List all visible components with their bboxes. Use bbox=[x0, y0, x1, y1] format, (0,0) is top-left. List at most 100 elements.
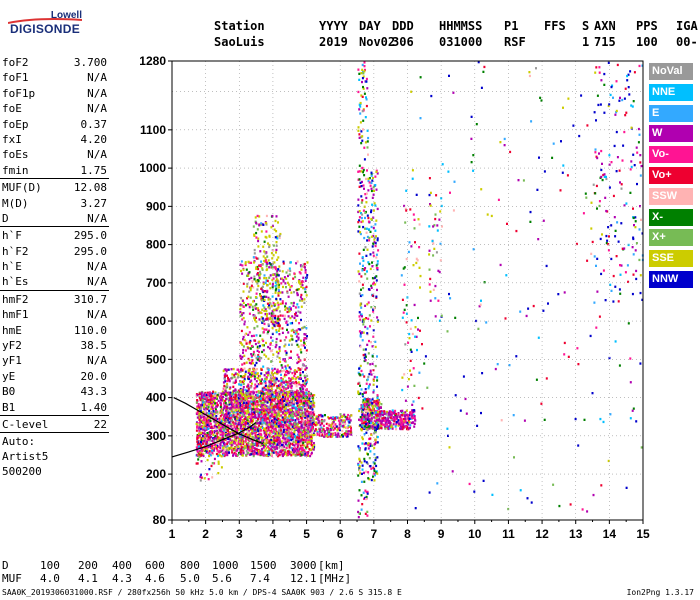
echo-dot bbox=[198, 429, 201, 432]
echo-dot bbox=[201, 442, 204, 446]
echo-dot bbox=[275, 378, 278, 381]
echo-dot bbox=[238, 419, 241, 422]
echo-dot bbox=[241, 363, 244, 366]
echo-dot bbox=[318, 428, 321, 431]
echo-dot bbox=[278, 386, 281, 390]
echo-dot bbox=[213, 397, 216, 400]
echo-dot bbox=[302, 421, 305, 424]
echo-dot bbox=[271, 445, 274, 449]
echo-dot bbox=[244, 349, 247, 352]
echo-dot bbox=[315, 421, 318, 424]
echo-dot bbox=[260, 401, 263, 405]
echo-dot bbox=[249, 289, 252, 292]
echo-dot bbox=[197, 445, 200, 448]
echo-dot bbox=[302, 344, 305, 347]
echo-dot bbox=[289, 403, 292, 406]
echo-dot bbox=[261, 285, 264, 288]
echo-dot bbox=[258, 344, 261, 348]
echo-dot bbox=[224, 408, 227, 411]
echo-dot bbox=[282, 443, 285, 447]
echo-dot bbox=[235, 419, 238, 422]
echo-dot bbox=[284, 314, 286, 317]
echo-dot bbox=[250, 445, 253, 448]
echo-dot bbox=[248, 453, 251, 456]
echo-dot bbox=[255, 257, 258, 260]
echo-dot bbox=[377, 407, 380, 410]
echo-dot bbox=[267, 242, 269, 245]
echo-dot bbox=[282, 396, 284, 399]
echo-dot bbox=[263, 353, 266, 356]
echo-dot bbox=[285, 286, 287, 289]
echo-dot bbox=[239, 442, 242, 445]
echo-dot bbox=[259, 413, 262, 416]
echo-dot bbox=[299, 440, 302, 443]
echo-dot bbox=[239, 448, 242, 451]
echo-dot bbox=[256, 393, 259, 396]
echo-dot bbox=[240, 440, 243, 443]
echo-dot bbox=[302, 402, 305, 405]
echo-dot bbox=[261, 263, 264, 266]
echo-dot bbox=[282, 387, 285, 390]
echo-dot bbox=[236, 427, 239, 430]
echo-dot bbox=[211, 429, 213, 432]
echo-dot bbox=[333, 427, 336, 430]
echo-dot bbox=[255, 422, 257, 425]
echo-dot bbox=[396, 415, 399, 418]
echo-dot bbox=[310, 439, 313, 442]
echo-dot bbox=[202, 401, 205, 404]
echo-dot bbox=[263, 277, 266, 280]
echo-dot bbox=[307, 430, 310, 433]
echo-dot bbox=[278, 390, 281, 394]
echo-dot bbox=[273, 410, 276, 413]
echo-dot bbox=[265, 408, 268, 411]
echo-dot bbox=[299, 415, 302, 418]
echo-dot bbox=[305, 388, 308, 392]
echo-dot bbox=[289, 367, 292, 371]
echo-dot bbox=[254, 437, 257, 441]
echo-dot bbox=[234, 380, 237, 384]
echo-dot bbox=[213, 449, 215, 452]
echo-dot bbox=[238, 440, 241, 443]
echo-dot bbox=[260, 379, 262, 383]
echo-dot bbox=[326, 432, 328, 436]
echo-dot bbox=[376, 407, 379, 410]
echo-dot bbox=[295, 441, 297, 444]
echo-dot bbox=[284, 343, 287, 346]
echo-dot bbox=[287, 436, 290, 439]
echo-dot bbox=[265, 431, 268, 435]
echo-dot bbox=[271, 439, 274, 442]
echo-dot bbox=[257, 280, 260, 283]
echo-dot bbox=[277, 256, 280, 259]
echo-dot bbox=[209, 439, 212, 442]
echo-dot bbox=[287, 283, 290, 286]
echo-dot bbox=[258, 424, 261, 427]
echo-dot bbox=[283, 389, 286, 393]
echo-dot bbox=[297, 368, 300, 372]
echo-dot bbox=[302, 433, 305, 436]
echo-dot bbox=[241, 415, 243, 418]
echo-dot bbox=[267, 330, 270, 333]
echo-dot bbox=[245, 361, 248, 364]
echo-dot bbox=[262, 394, 265, 397]
echo-dot bbox=[252, 437, 255, 440]
echo-dot bbox=[294, 439, 297, 442]
echo-dot bbox=[301, 280, 304, 283]
echo-dot bbox=[298, 396, 301, 399]
echo-dot bbox=[325, 422, 328, 425]
echo-dot bbox=[295, 329, 298, 332]
echo-dot bbox=[205, 428, 208, 431]
echo-dot bbox=[280, 421, 283, 424]
echo-dot bbox=[309, 407, 312, 410]
echo-dot bbox=[280, 377, 283, 380]
echo-dot bbox=[276, 301, 279, 304]
echo-dot bbox=[234, 379, 237, 382]
echo-dot bbox=[226, 453, 229, 457]
echo-dot bbox=[293, 406, 295, 410]
echo-dot bbox=[304, 346, 306, 349]
echo-dot bbox=[294, 393, 296, 396]
echo-dot bbox=[258, 433, 261, 436]
echo-dot bbox=[230, 449, 233, 452]
echo-dot bbox=[226, 442, 229, 446]
echo-dot bbox=[221, 440, 224, 443]
echo-dot bbox=[371, 409, 374, 412]
